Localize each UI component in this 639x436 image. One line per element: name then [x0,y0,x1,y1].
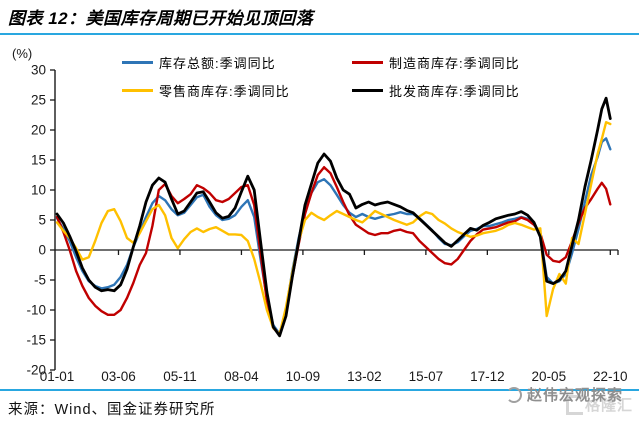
y-tick-label: 10 [31,183,46,198]
y-tick-label: 25 [31,93,46,108]
legend-item-total-inventory: 库存总额:季调同比 [122,53,352,72]
watermark-swirl-icon [505,386,522,403]
gelonghui-logo-text: 格隆汇 [584,397,633,414]
watermark: 格隆汇 赵伟宏观探索 [483,381,633,415]
title-divider-line [0,33,639,35]
legend-line-swatch-black [352,89,383,92]
y-tick-label: -20 [26,363,46,378]
y-tick-label: 0 [38,243,46,258]
legend-line-swatch-yellow [122,89,153,92]
legend-item-wholesaler-inventory: 批发商库存:季调同比 [352,81,520,100]
series-line-2 [55,120,612,336]
y-tick-label: -10 [26,303,46,318]
gelonghui-logo-icon [565,394,583,415]
chart-title: 图表 12：美国库存周期已开始见顶回落 [8,9,314,28]
y-tick-label: 5 [38,213,46,228]
legend-label: 库存总额:季调同比 [159,56,276,71]
x-tick-label: 17-12 [470,369,505,384]
y-tick-label: -15 [26,333,46,348]
watermark-text: 赵伟宏观探索 [526,387,623,404]
legend-line-swatch-blue [122,61,153,64]
x-tick-label: 08-04 [224,369,259,384]
legend-line-swatch-red [352,61,383,64]
x-tick-label: 03-06 [101,369,136,384]
x-tick-label: 15-07 [409,369,444,384]
chart-legend: 库存总额:季调同比 制造商库存:季调同比 零售商库存:季调同比 批发商库存:季调… [122,53,520,100]
watermark-main: 赵伟宏观探索 [505,384,623,405]
x-tick-label: 01-01 [40,369,75,384]
y-axis-unit-label: (%) [12,46,33,61]
x-tick-label: 20-05 [532,369,567,384]
y-tick-label: 30 [31,63,46,78]
legend-item-retailer-inventory: 零售商库存:季调同比 [122,81,352,100]
legend-label: 批发商库存:季调同比 [389,84,520,99]
gelonghui-logo: 格隆汇 [565,394,633,415]
y-tick-label: 20 [31,123,46,138]
legend-label: 制造商库存:季调同比 [389,56,520,71]
series-line-1 [55,165,612,336]
legend-item-manufacturer-inventory: 制造商库存:季调同比 [352,53,520,72]
x-tick-label: 10-09 [286,369,321,384]
footer-divider-line [0,389,639,391]
y-tick-label: 15 [31,153,46,168]
legend-label: 零售商库存:季调同比 [159,84,290,99]
x-tick-label: 13-02 [347,369,382,384]
series-line-3 [55,96,612,338]
x-tick-label: 22-10 [593,369,628,384]
x-tick-label: 05-11 [163,369,197,384]
y-tick-label: -5 [34,273,46,288]
source-note: 来源：Wind、国金证券研究所 [8,402,216,418]
